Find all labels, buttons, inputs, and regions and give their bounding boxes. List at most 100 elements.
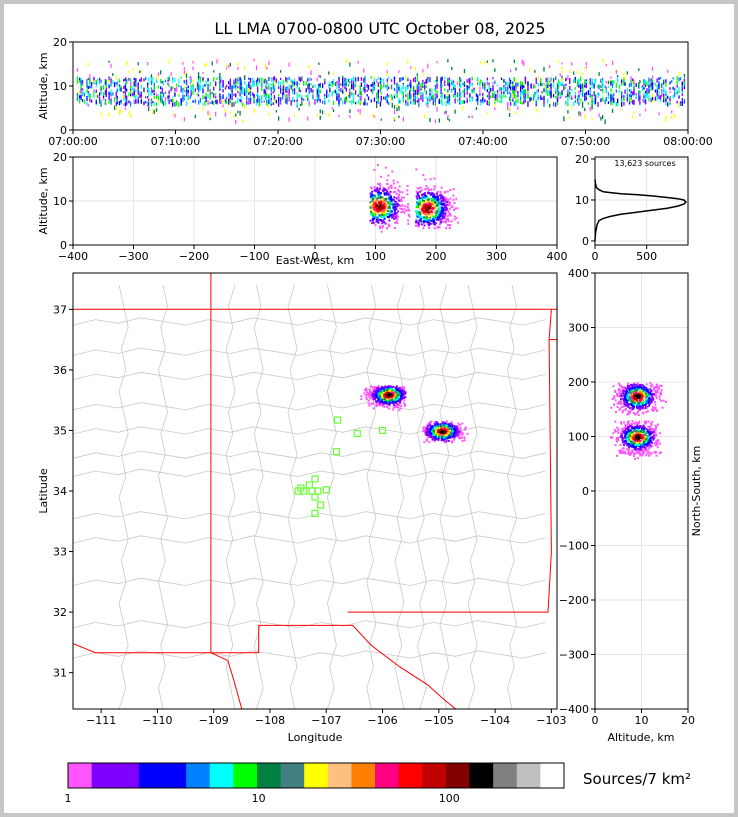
source-point xyxy=(376,218,379,221)
source-point xyxy=(396,203,399,206)
source-point xyxy=(392,214,395,217)
source-point xyxy=(429,193,432,196)
source-point xyxy=(471,97,473,101)
source-point xyxy=(379,225,382,228)
source-point xyxy=(273,76,276,81)
source-point xyxy=(657,388,660,391)
source-point xyxy=(102,92,105,96)
source-point xyxy=(310,78,312,81)
source-point xyxy=(620,395,623,398)
source-point xyxy=(671,114,673,120)
source-point xyxy=(253,81,255,87)
source-point xyxy=(439,214,442,217)
source-point xyxy=(433,215,436,218)
source-point xyxy=(219,76,221,80)
source-point xyxy=(648,77,650,82)
source-point xyxy=(374,203,377,206)
source-point xyxy=(643,92,645,98)
source-point xyxy=(656,94,658,98)
source-point xyxy=(398,185,401,188)
source-point xyxy=(389,385,392,388)
source-point xyxy=(108,99,110,104)
source-point xyxy=(424,114,426,119)
source-point xyxy=(535,79,537,85)
source-point xyxy=(457,422,460,425)
source-point xyxy=(429,210,432,213)
source-point xyxy=(373,201,376,204)
source-point xyxy=(557,60,560,63)
source-point xyxy=(202,88,204,94)
source-point xyxy=(584,107,586,112)
source-point xyxy=(403,387,406,390)
source-point xyxy=(654,392,657,395)
source-point xyxy=(242,119,244,123)
source-point xyxy=(671,80,673,83)
source-point xyxy=(448,201,451,204)
source-point xyxy=(273,99,276,104)
source-point xyxy=(95,100,97,105)
source-point xyxy=(427,198,430,201)
source-point xyxy=(399,190,402,193)
source-point xyxy=(449,431,452,434)
source-point xyxy=(240,89,242,92)
source-point xyxy=(268,105,270,108)
source-point xyxy=(427,432,430,435)
source-point xyxy=(386,207,389,210)
source-point xyxy=(273,87,276,92)
source-point xyxy=(102,96,105,101)
source-point xyxy=(192,100,194,103)
altitude-time-ylabel: Altitude, km xyxy=(37,52,50,119)
source-point xyxy=(190,92,192,97)
source-point xyxy=(266,96,268,101)
source-point xyxy=(455,431,458,434)
source-point xyxy=(437,200,440,203)
source-point xyxy=(644,96,647,102)
source-point xyxy=(86,101,88,106)
source-point xyxy=(444,218,447,221)
source-point xyxy=(137,88,139,92)
source-point xyxy=(378,227,381,230)
source-point xyxy=(407,92,409,98)
source-point xyxy=(340,97,342,101)
source-point xyxy=(448,214,451,217)
source-point xyxy=(406,193,409,196)
source-point xyxy=(257,77,259,81)
source-point xyxy=(456,207,459,210)
source-point xyxy=(447,204,450,207)
source-point xyxy=(574,100,576,103)
source-point xyxy=(452,85,455,90)
source-point xyxy=(286,77,288,81)
altitude-histogram-line xyxy=(594,179,687,242)
source-point xyxy=(155,101,158,107)
source-point xyxy=(435,421,438,424)
source-point xyxy=(378,214,381,217)
source-point xyxy=(500,94,503,100)
source-point xyxy=(402,91,404,97)
source-point xyxy=(584,99,586,102)
source-point xyxy=(433,194,436,197)
source-point xyxy=(436,428,439,431)
source-point xyxy=(396,404,399,407)
source-point xyxy=(416,201,419,204)
source-point xyxy=(436,203,439,206)
source-point xyxy=(448,422,451,425)
source-point xyxy=(124,77,127,82)
source-point xyxy=(328,99,330,103)
source-point xyxy=(429,118,431,121)
source-point xyxy=(240,99,242,103)
source-point xyxy=(128,100,130,104)
source-point xyxy=(646,88,648,92)
source-point xyxy=(403,211,406,214)
source-point xyxy=(199,79,202,84)
source-point xyxy=(388,201,391,204)
source-point xyxy=(512,99,514,102)
source-point xyxy=(456,99,459,102)
source-point xyxy=(448,119,451,122)
source-point xyxy=(429,204,432,207)
source-point xyxy=(185,73,188,79)
source-point xyxy=(401,90,403,95)
source-point xyxy=(137,85,139,90)
source-point xyxy=(225,100,228,105)
source-point xyxy=(213,77,215,82)
source-point xyxy=(373,204,376,207)
